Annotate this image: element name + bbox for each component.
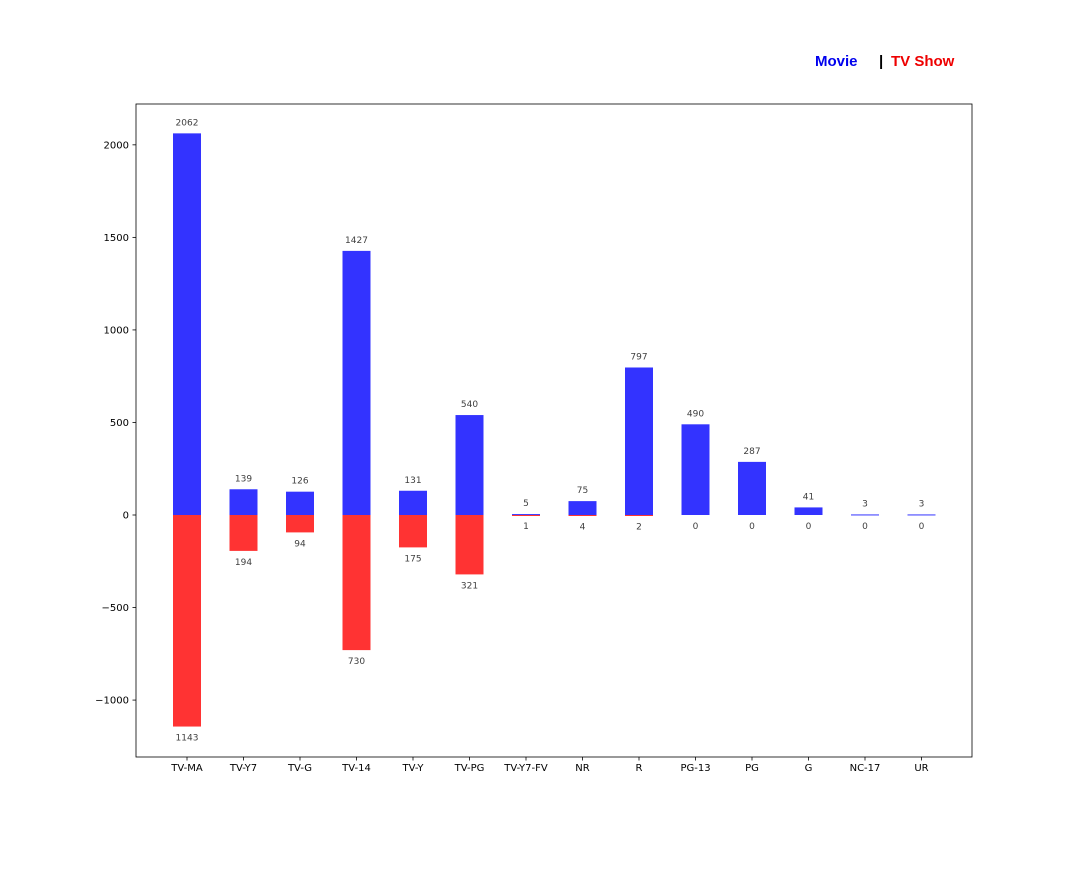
x-tick-label: PG-13 [680, 763, 710, 774]
tv-show-bar [455, 515, 484, 575]
tv-show-bar [342, 515, 371, 651]
x-tick-label: PG [745, 763, 759, 774]
x-tick-label: TV-Y7-FV [503, 763, 548, 774]
x-tick-label: NC-17 [850, 763, 881, 774]
movie-bar [173, 133, 201, 515]
movie-bar [794, 507, 823, 515]
y-tick-label: 2000 [104, 140, 129, 151]
tv-show-value-label: 1 [523, 522, 529, 532]
y-tick-label: 500 [110, 418, 129, 429]
movie-value-label: 126 [291, 477, 308, 487]
tv-show-value-label: 730 [348, 657, 365, 667]
tv-show-value-label: 175 [404, 554, 421, 564]
x-tick-label: TV-G [287, 763, 312, 774]
movie-bar [512, 514, 540, 516]
y-tick-label: −500 [102, 603, 129, 614]
x-tick-label: TV-Y [402, 763, 425, 774]
movie-bar [907, 514, 936, 516]
tv-show-bar [173, 515, 201, 727]
movie-value-label: 287 [743, 447, 760, 457]
x-tick-label: TV-PG [454, 763, 485, 774]
x-tick-label: UR [914, 763, 928, 774]
tv-show-bar [229, 515, 258, 551]
movie-bar [286, 491, 314, 515]
tv-show-value-label: 4 [580, 523, 586, 533]
y-tick-label: 0 [123, 511, 129, 522]
tv-show-value-label: 0 [862, 522, 868, 532]
legend-tv-show-label: TV Show [891, 53, 955, 70]
tv-show-bar [286, 515, 314, 533]
legend: Movie | TV Show [815, 53, 955, 70]
legend-movie-label: Movie [815, 53, 858, 70]
tv-show-value-label: 1143 [176, 734, 199, 744]
movie-value-label: 41 [803, 492, 814, 502]
x-tick-label: G [805, 763, 813, 774]
tv-show-value-label: 0 [919, 522, 925, 532]
movie-value-label: 139 [235, 474, 252, 484]
tv-show-bar [625, 515, 653, 516]
tv-show-value-label: 0 [693, 522, 699, 532]
tv-show-value-label: 321 [461, 581, 478, 591]
movie-bar [399, 490, 427, 515]
tv-show-value-label: 0 [806, 522, 812, 532]
tv-show-bar [568, 515, 597, 516]
tv-show-value-label: 2 [636, 522, 642, 532]
y-tick-label: 1500 [104, 233, 129, 244]
movie-value-label: 490 [687, 409, 704, 419]
movie-value-label: 3 [862, 499, 868, 509]
tv-show-value-label: 194 [235, 558, 252, 568]
movie-value-label: 1427 [345, 236, 368, 246]
tv-show-bar [512, 515, 540, 516]
y-tick-label: 1000 [104, 325, 129, 336]
x-tick-label: TV-Y7 [229, 763, 257, 774]
tv-show-value-label: 0 [749, 522, 755, 532]
movie-value-label: 2062 [176, 118, 199, 128]
tv-show-bar [399, 515, 427, 548]
movie-bar [738, 461, 766, 515]
movie-bar [229, 489, 258, 515]
movie-value-label: 131 [404, 476, 421, 486]
movie-bar [681, 424, 710, 515]
x-tick-label: TV-14 [341, 763, 371, 774]
movie-bar [625, 367, 653, 515]
y-tick-label: −1000 [95, 696, 129, 707]
movie-value-label: 3 [919, 499, 925, 509]
tv-show-value-label: 94 [294, 539, 306, 549]
plot-frame [135, 103, 973, 758]
movie-bar [342, 250, 371, 515]
movie-bar [455, 415, 484, 515]
x-tick-label: NR [575, 763, 589, 774]
movie-value-label: 540 [461, 400, 478, 410]
movie-value-label: 75 [577, 486, 588, 496]
x-tick-label: R [636, 763, 643, 774]
movie-value-label: 5 [523, 499, 529, 509]
movie-bar [851, 514, 879, 516]
legend-separator: | [879, 53, 883, 70]
movie-value-label: 797 [630, 352, 647, 362]
x-tick-label: TV-MA [170, 763, 203, 774]
movie-bar [568, 501, 597, 515]
